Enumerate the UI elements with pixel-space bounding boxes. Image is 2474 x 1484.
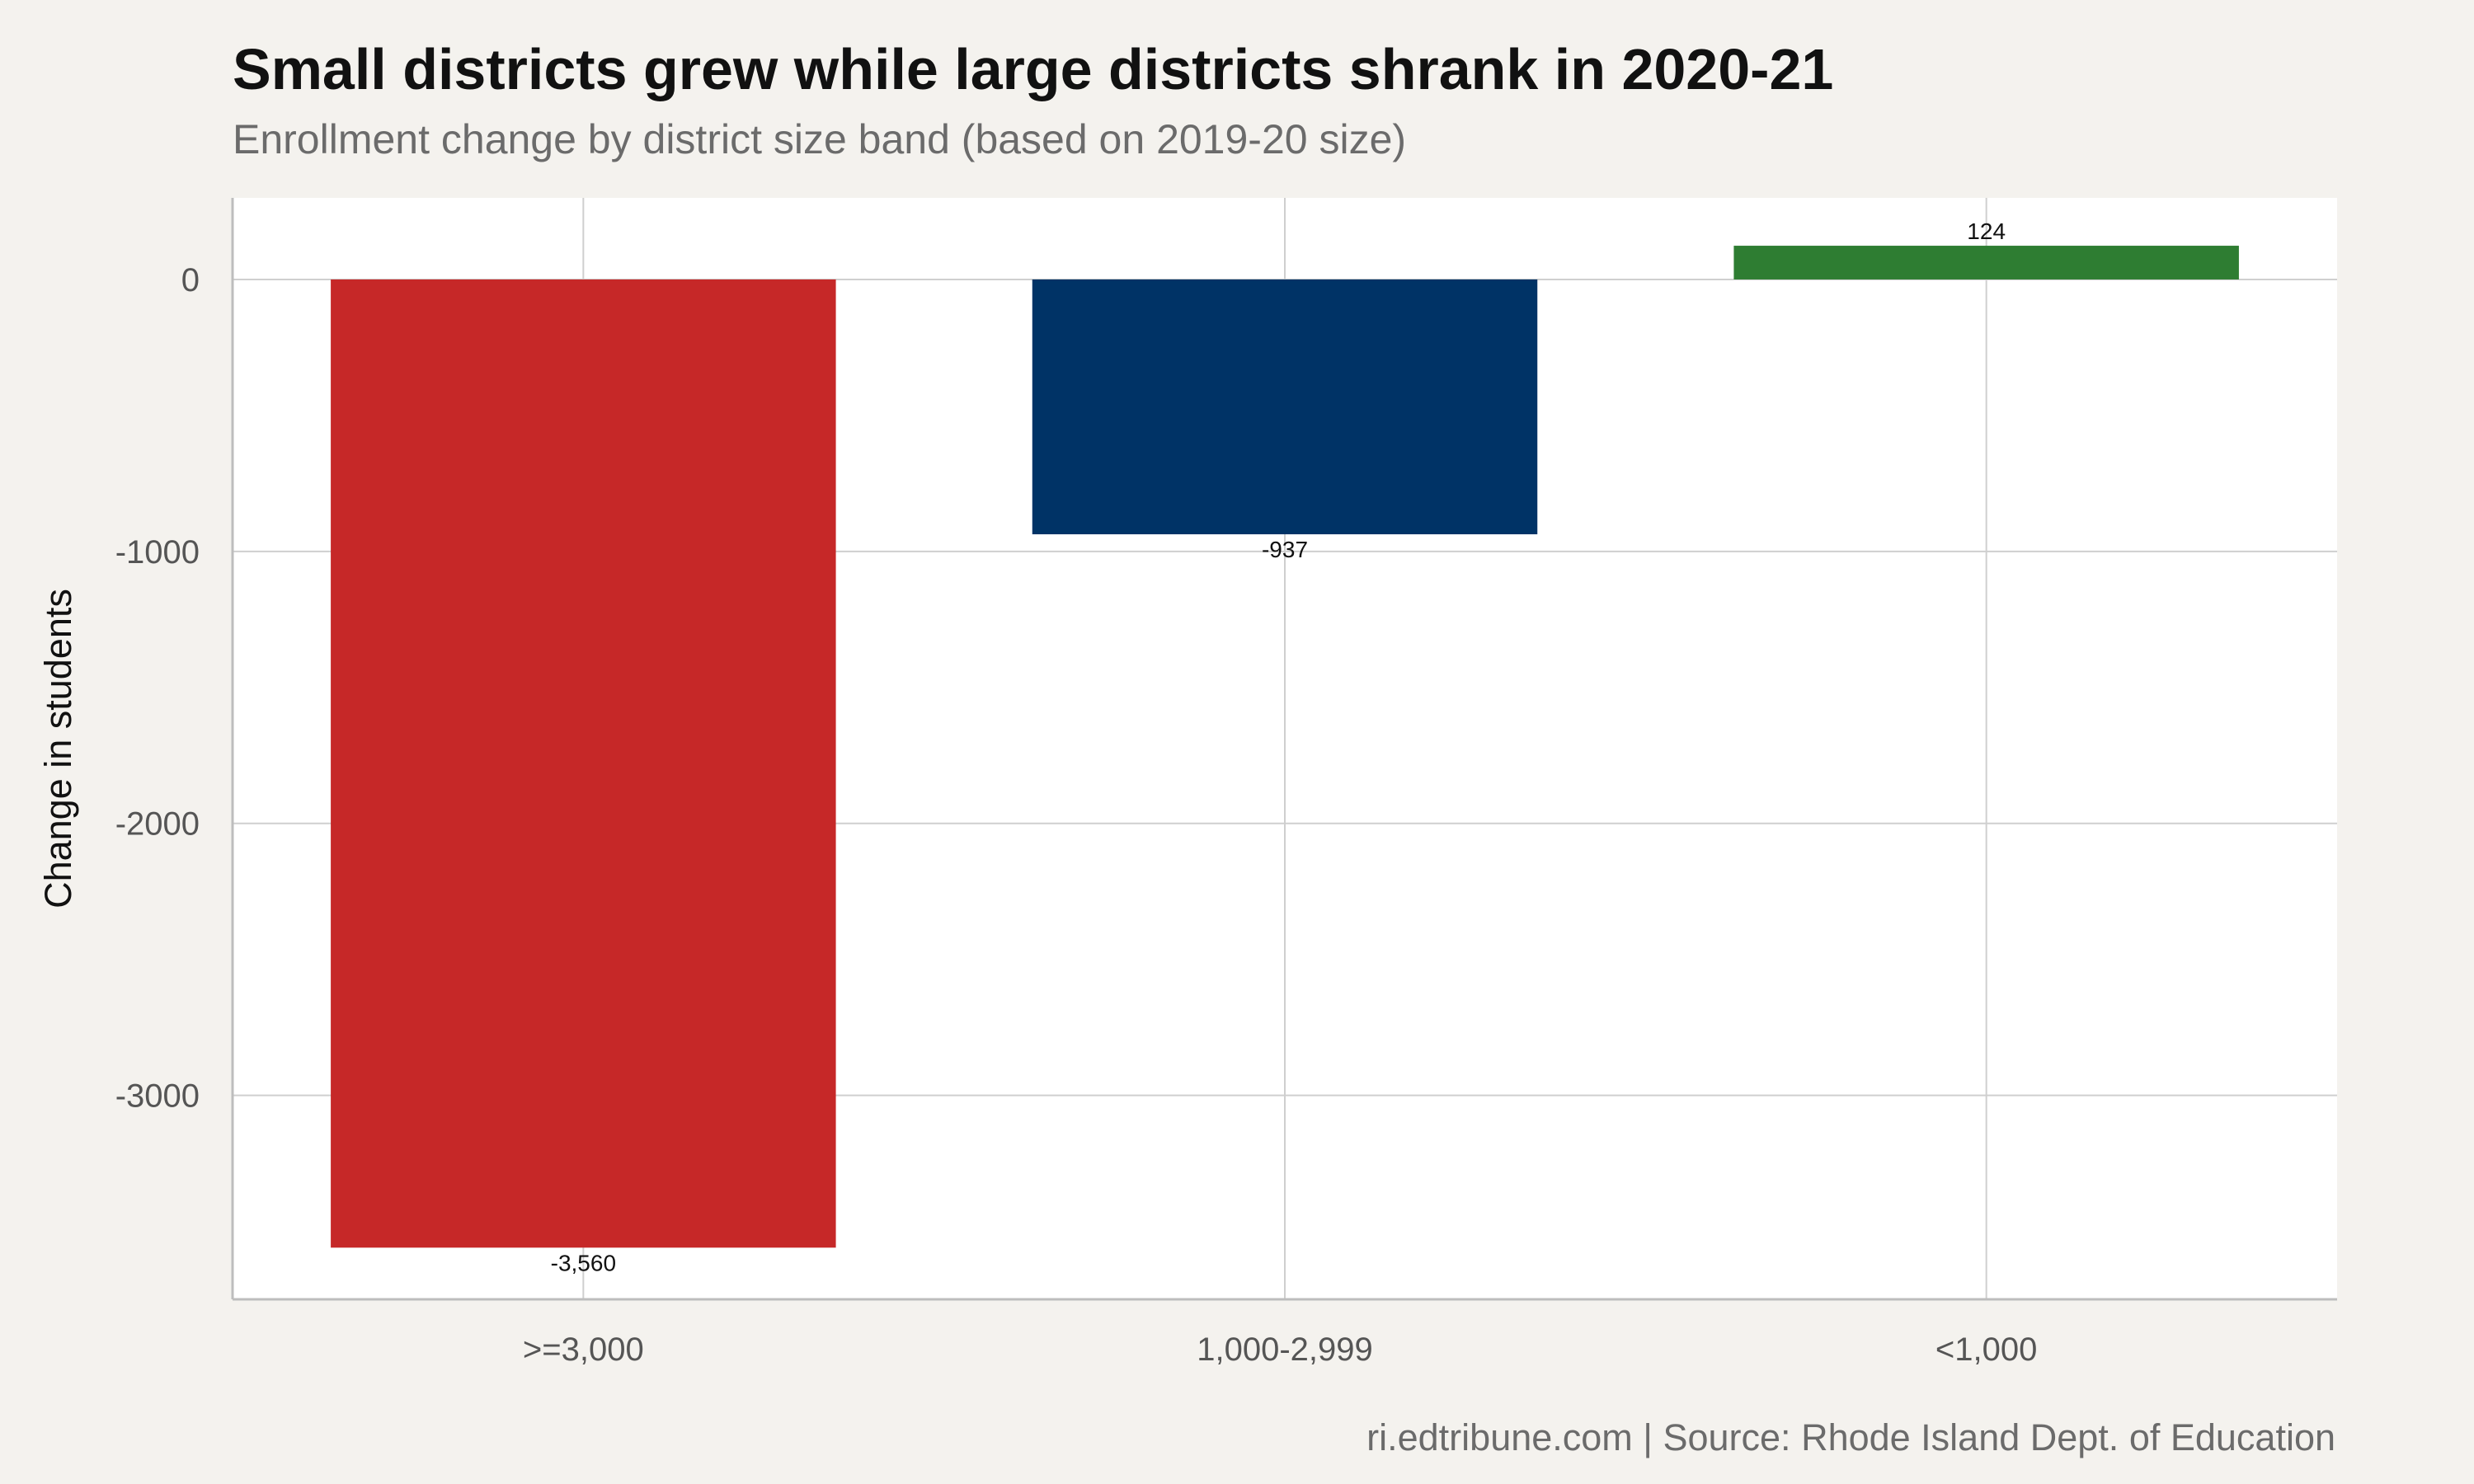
value-labels: -3,560 -937 124 bbox=[551, 218, 2006, 1275]
y-tick-label: 0 bbox=[181, 262, 200, 298]
chart-subtitle: Enrollment change by district size band … bbox=[233, 116, 1407, 162]
chart-title: Small districts grew while large distric… bbox=[233, 37, 1834, 101]
y-tick-label: -2000 bbox=[115, 806, 200, 843]
y-tick-label: -3000 bbox=[115, 1078, 200, 1115]
bar bbox=[1032, 279, 1538, 535]
bar-value-label: -3,560 bbox=[551, 1250, 616, 1275]
bar-value-label: 124 bbox=[1967, 218, 2006, 244]
bar bbox=[331, 279, 836, 1248]
y-axis-label: Change in students bbox=[37, 589, 79, 909]
x-tick-label: >=3,000 bbox=[523, 1331, 644, 1368]
y-tick-label: -1000 bbox=[115, 534, 200, 571]
bars bbox=[331, 246, 2239, 1248]
chart-caption: ri.edtribune.com | Source: Rhode Island … bbox=[1366, 1416, 2335, 1458]
bar-value-label: -937 bbox=[1262, 537, 1308, 562]
bar bbox=[1733, 246, 2239, 279]
x-tick-label: <1,000 bbox=[1935, 1331, 2037, 1368]
axes bbox=[231, 198, 2337, 1301]
tick-labels: 0 -1000 -2000 -3000 >=3,000 1,000-2,999 <1,000 bbox=[115, 262, 2038, 1368]
x-tick-label: 1,000-2,999 bbox=[1197, 1331, 1373, 1368]
